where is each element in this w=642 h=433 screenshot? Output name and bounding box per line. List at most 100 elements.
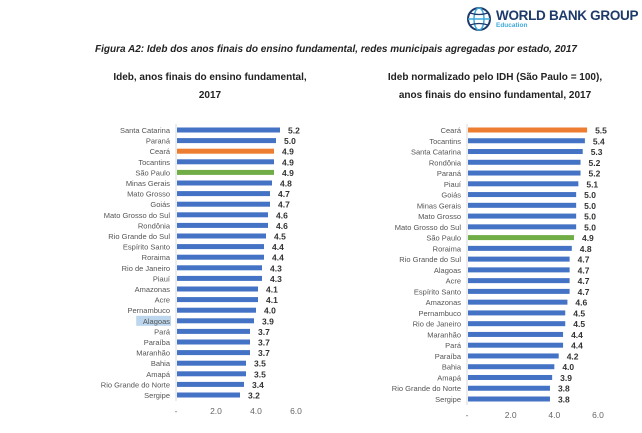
category-label: Amapá [437,373,462,382]
bar [468,213,577,219]
category-label: Alagoas [143,317,170,326]
category-label: Acre [155,296,170,305]
right-chart-title-line-2: anos finais do ensino fundamental, 2017 [398,90,592,101]
category-label: Ceará [150,147,171,156]
data-label: 4.4 [272,253,284,263]
data-label: 4.7 [578,265,590,275]
bar [177,339,250,345]
bar [468,159,581,165]
category-label: Amapá [146,370,171,379]
data-label: 4.4 [571,330,583,340]
category-label: Maranhão [136,349,170,358]
data-label: 5.2 [589,169,601,179]
data-label: 4.7 [278,200,290,210]
category-label: Sergipe [144,391,170,400]
data-label: 4.5 [573,308,585,318]
category-label: Santa Catarina [120,126,171,135]
bar [177,286,258,292]
bar [468,331,564,337]
category-label: Mato Grosso do Sul [104,211,171,220]
x-tick-label: 6.0 [290,406,302,416]
x-tick-label: 6.0 [592,410,604,420]
bar [468,149,583,155]
data-label: 3.9 [560,373,572,383]
category-label: São Paulo [135,168,170,177]
category-label: Mato Grosso [418,212,461,221]
bar [177,307,256,313]
data-label: 4.6 [276,221,288,231]
bar [177,318,254,324]
bar [468,138,585,144]
globe-icon [467,7,491,31]
data-label: 4.6 [276,210,288,220]
right-chart-title-line-1: Ideb normalizado pelo IDH (São Paulo = 1… [387,72,603,83]
bar [468,267,570,273]
bar [468,353,559,359]
data-label: 5.0 [284,136,296,146]
bar [177,297,258,303]
data-label: 4.2 [567,351,579,361]
bar [468,310,566,316]
bar [468,374,553,380]
bar [177,159,274,165]
label-highlight [136,315,171,326]
data-label: 3.5 [254,369,266,379]
bar [177,350,250,356]
left-chart-title: Ideb, anos finais do ensino fundamental,… [80,69,340,105]
data-label: 4.1 [266,295,278,305]
category-label: Espírito Santo [123,243,170,252]
bar [468,170,581,176]
bar [177,275,262,281]
bar [468,127,588,133]
category-label: Mato Grosso do Sul [395,223,462,232]
data-label: 4.9 [282,157,294,167]
category-label: Goiás [150,200,170,209]
category-label: Paraná [146,137,171,146]
category-label: Rio Grande do Norte [101,380,170,389]
data-label: 3.8 [558,384,570,394]
category-label: Paraíba [435,352,462,361]
category-label: Tocantins [138,158,170,167]
data-label: 4.3 [270,274,282,284]
bar [468,321,566,327]
category-label: Tocantins [429,137,461,146]
x-tick-label: - [175,406,178,416]
category-label: Amazonas [135,285,171,294]
category-label: Pernambuco [418,309,461,318]
category-label: Rio Grande do Norte [392,384,461,393]
data-label: 5.2 [288,126,300,136]
x-tick-label: 4.0 [548,410,560,420]
x-tick-label: 4.0 [250,406,262,416]
data-label: 4.7 [578,287,590,297]
bar [177,360,246,366]
data-label: 4.3 [270,263,282,273]
bar [468,256,570,262]
figure-title: Figura A2: Ideb dos anos finais do ensin… [95,44,577,55]
bar [177,381,244,387]
data-label: 5.2 [589,158,601,168]
category-label: Pernambuco [127,306,170,315]
bar [468,235,574,241]
data-label: 3.9 [262,316,274,326]
data-label: 5.5 [595,126,607,136]
x-tick-label: 2.0 [210,406,222,416]
bar [468,342,564,348]
bar [468,245,572,251]
category-label: Roraima [433,244,462,253]
category-label: Mato Grosso [127,190,170,199]
bar [468,396,550,402]
bar [177,169,274,175]
bar [468,288,570,294]
category-label: Piauí [444,180,462,189]
category-label: Rio Grande do Sul [399,255,461,264]
logo-sub-text: Education [496,22,528,29]
x-tick-label: - [466,410,469,420]
data-label: 4.6 [575,298,587,308]
data-label: 4.9 [282,168,294,178]
bar [177,328,250,334]
data-label: 4.9 [582,233,594,243]
data-label: 3.7 [258,348,270,358]
data-label: 4.4 [272,242,284,252]
